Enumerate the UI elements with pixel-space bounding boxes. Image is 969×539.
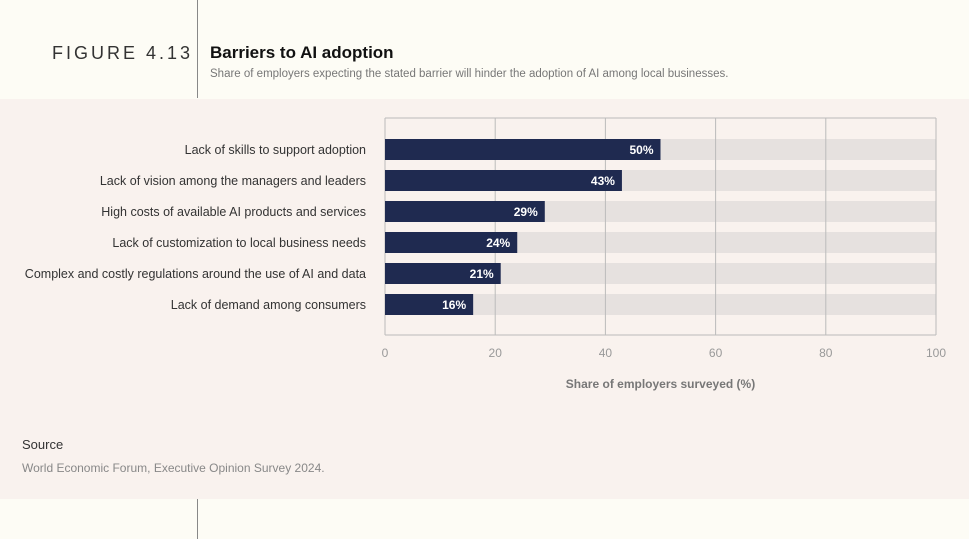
- x-tick-label: 80: [819, 346, 833, 360]
- bar-track: [385, 232, 936, 253]
- divider-line-bottom: [197, 499, 198, 539]
- category-label: Lack of vision among the managers and le…: [100, 174, 366, 188]
- truncated-previous-text: [210, 0, 830, 5]
- bar-chart: 50% Lack of skills to support adoption 43%…: [25, 117, 946, 391]
- x-tick-label: 100: [926, 346, 946, 360]
- source-label: Source: [22, 437, 64, 452]
- bar: [385, 232, 518, 253]
- bar: [385, 139, 661, 160]
- data-label: 21%: [470, 267, 494, 281]
- x-tick-label: 0: [382, 346, 389, 360]
- x-axis-label: Share of employers surveyed (%): [566, 377, 755, 391]
- figure-number: FIGURE 4.13: [52, 43, 194, 63]
- data-label: 16%: [442, 298, 466, 312]
- category-label: High costs of available AI products and …: [101, 205, 366, 219]
- data-label: 24%: [486, 236, 510, 250]
- figure-title: Barriers to AI adoption: [210, 43, 394, 62]
- figure-subtitle: Share of employers expecting the stated …: [210, 68, 729, 80]
- x-tick-label: 20: [489, 346, 503, 360]
- bar-track: [385, 263, 936, 284]
- category-label: Complex and costly regulations around th…: [25, 267, 366, 281]
- divider-line-top: [197, 0, 198, 98]
- category-label: Lack of demand among consumers: [171, 298, 366, 312]
- chart-panel: 50% Lack of skills to support adoption 43%…: [0, 99, 969, 499]
- category-label: Lack of customization to local business …: [112, 236, 366, 250]
- x-tick-label: 40: [599, 346, 613, 360]
- data-label: 50%: [629, 143, 653, 157]
- x-tick-label: 60: [709, 346, 723, 360]
- source-text: World Economic Forum, Executive Opinion …: [22, 461, 325, 475]
- data-label: 43%: [591, 174, 615, 188]
- bar: [385, 294, 474, 315]
- bar: [385, 170, 622, 191]
- bar: [385, 263, 501, 284]
- data-label: 29%: [514, 205, 538, 219]
- category-label: Lack of skills to support adoption: [185, 143, 366, 157]
- bar-track: [385, 294, 936, 315]
- bar: [385, 201, 545, 222]
